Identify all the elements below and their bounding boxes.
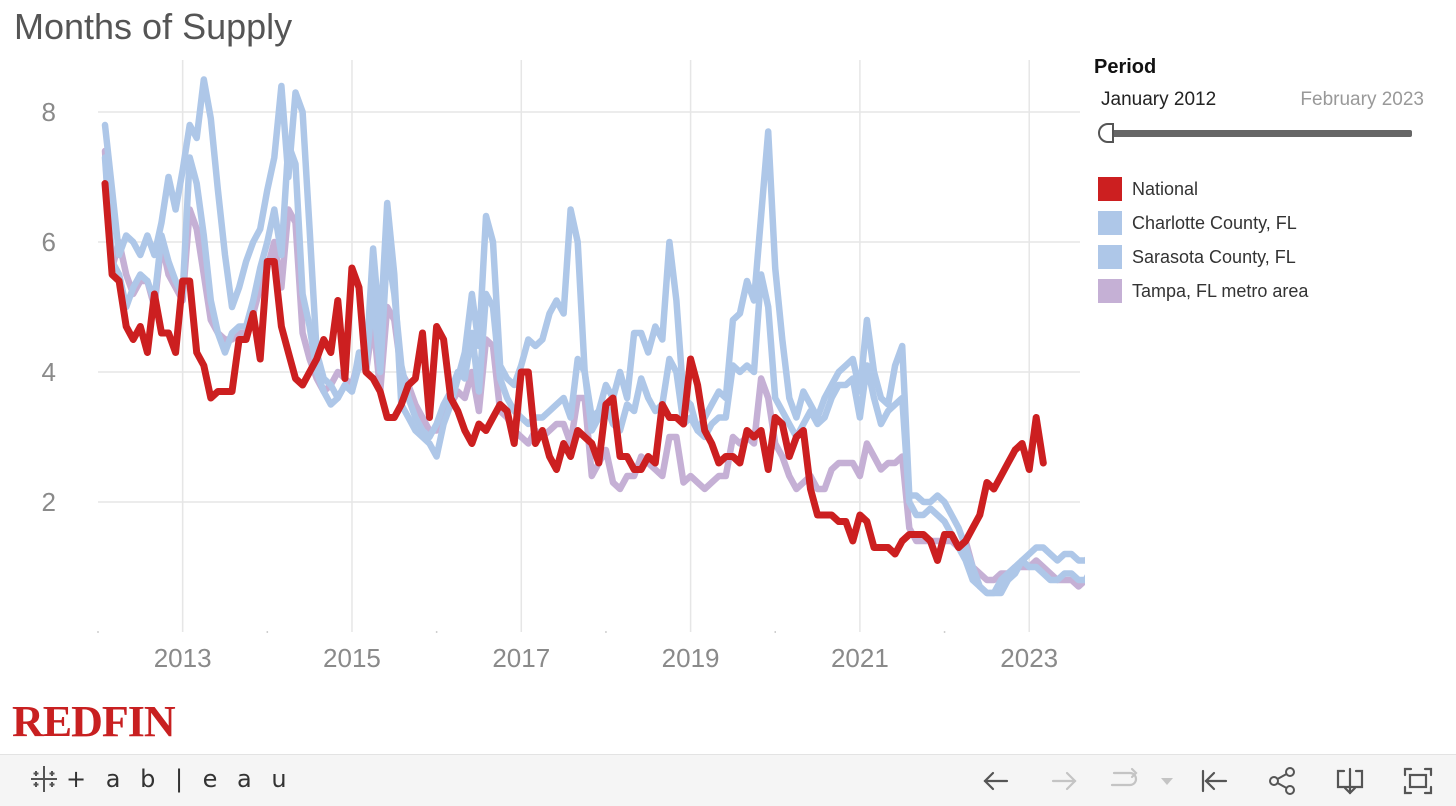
- y-tick-label: 2: [42, 487, 56, 517]
- legend-swatch: [1098, 279, 1122, 303]
- period-start-label: January 2012: [1101, 89, 1217, 110]
- legend-swatch: [1098, 177, 1122, 201]
- legend-label: National: [1132, 178, 1199, 199]
- x-tick-label: 2021: [831, 643, 889, 673]
- legend-label: Sarasota County, FL: [1132, 246, 1296, 267]
- legend-item[interactable]: National: [1098, 172, 1308, 206]
- line-chart: 2 4 6 8 2013 2015 2017 2019 2021 2023: [42, 60, 1085, 673]
- legend-swatch: [1098, 245, 1122, 269]
- tableau-logo-icon: [31, 766, 57, 792]
- legend-item[interactable]: Charlotte County, FL: [1098, 206, 1308, 240]
- x-tick-label: 2015: [323, 643, 381, 673]
- revert-icon[interactable]: [1108, 765, 1140, 797]
- period-end-label: February 2023: [1300, 89, 1424, 110]
- tableau-wordmark: + a b | e a u: [66, 765, 293, 793]
- x-tick-label: 2017: [492, 643, 550, 673]
- grid-layer: [98, 60, 1080, 632]
- legend: National Charlotte County, FL Sarasota Cou…: [1098, 172, 1308, 308]
- legend-swatch: [1098, 211, 1122, 235]
- slider-handle[interactable]: [1098, 123, 1114, 143]
- undo-icon[interactable]: [980, 765, 1012, 797]
- series-line-sarasota-county-fl: [101, 141, 1085, 597]
- dropdown-icon[interactable]: [1158, 765, 1176, 797]
- tableau-logo[interactable]: + a b | e a u: [28, 763, 293, 795]
- reset-icon[interactable]: [1198, 765, 1230, 797]
- slider-track[interactable]: [1108, 130, 1412, 137]
- axis-layer: 2 4 6 8 2013 2015 2017 2019 2021 2023: [42, 97, 1059, 673]
- download-icon[interactable]: [1334, 765, 1366, 797]
- period-range-labels: January 2012 February 2023: [1094, 89, 1434, 119]
- x-tick-label: 2019: [662, 643, 720, 673]
- legend-label: Tampa, FL metro area: [1132, 280, 1309, 301]
- series-line-tampa-fl-metro-area: [101, 147, 1085, 590]
- y-tick-label: 4: [42, 357, 56, 387]
- legend-label: Charlotte County, FL: [1132, 212, 1297, 233]
- series-layer: [101, 76, 1085, 597]
- period-slider[interactable]: [1096, 122, 1416, 148]
- chart-title: Months of Supply: [14, 6, 293, 47]
- x-tick-label: 2023: [1000, 643, 1058, 673]
- redfin-logo[interactable]: REDFIN: [12, 697, 176, 746]
- period-heading: Period: [1094, 56, 1157, 78]
- fullscreen-icon[interactable]: [1402, 765, 1434, 797]
- redo-icon[interactable]: [1048, 765, 1080, 797]
- series-line-national: [101, 180, 1047, 564]
- series-line-charlotte-county-fl: [101, 76, 1085, 597]
- legend-item[interactable]: Sarasota County, FL: [1098, 240, 1308, 274]
- share-icon[interactable]: [1266, 765, 1298, 797]
- y-tick-label: 8: [42, 97, 56, 127]
- tableau-toolbar: + a b | e a u: [0, 754, 1456, 806]
- period-filter: Period January 2012 February 2023: [1094, 56, 1434, 119]
- y-tick-label: 6: [42, 227, 56, 257]
- x-tick-label: 2013: [154, 643, 212, 673]
- legend-item[interactable]: Tampa, FL metro area: [1098, 274, 1308, 308]
